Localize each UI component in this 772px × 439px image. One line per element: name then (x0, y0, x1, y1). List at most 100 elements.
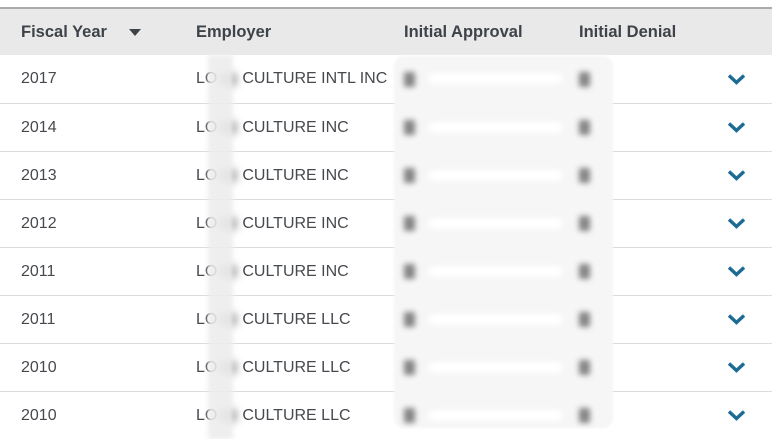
chevron-down-icon[interactable] (727, 122, 746, 133)
redaction-blur-streak (428, 122, 563, 133)
table-row: 2012 LO CULTURE INC (0, 199, 772, 247)
employer-name-prefix: LO (196, 70, 218, 87)
sort-descending-icon[interactable] (128, 28, 141, 36)
redaction-blur-streak (428, 73, 563, 84)
fiscal-year-value: 2013 (21, 166, 57, 184)
fiscal-year-cell: 2011 (0, 263, 196, 281)
initial-approval-redacted-value (404, 408, 415, 423)
initial-denial-redacted-value (579, 312, 590, 327)
fiscal-year-value: 2010 (21, 406, 57, 424)
fiscal-year-value: 2017 (21, 70, 57, 87)
employer-name-suffix: CULTURE INC (242, 262, 349, 280)
fiscal-year-value: 2012 (21, 214, 57, 232)
fiscal-year-cell: 2010 (0, 407, 196, 425)
initial-denial-redacted-value (579, 71, 590, 87)
fiscal-year-value: 2014 (21, 118, 57, 136)
fiscal-year-cell: 2010 (0, 359, 196, 377)
employer-name-suffix: CULTURE INC (242, 118, 349, 136)
initial-approval-redacted-value (404, 264, 415, 279)
table-row: 2010 LO CULTURE LLC (0, 391, 772, 439)
chevron-down-icon[interactable] (727, 410, 746, 421)
employer-name-prefix: LO (196, 262, 218, 280)
initial-denial-redacted-value (579, 120, 590, 135)
employer-cell: LO CULTURE INC (196, 119, 404, 137)
fiscal-year-cell: 2011 (0, 311, 196, 329)
chevron-down-icon[interactable] (727, 170, 746, 181)
employer-cell: LO CULTURE LLC (196, 407, 404, 425)
expand-cell (700, 362, 772, 373)
table-row: 2014 LO CULTURE INC (0, 103, 772, 151)
chevron-down-icon[interactable] (727, 218, 746, 229)
fiscal-year-header-label: Fiscal Year (21, 22, 107, 41)
employer-name-suffix: CULTURE INC (242, 214, 349, 232)
initial-denial-cell (579, 408, 700, 423)
initial-denial-cell (579, 360, 700, 375)
table-row: 2011 LO CULTURE LLC (0, 295, 772, 343)
redaction-blur-streak (428, 362, 563, 373)
column-header-fiscal-year[interactable]: Fiscal Year (0, 23, 196, 42)
initial-approval-redacted-value (404, 312, 415, 327)
initial-denial-cell (579, 216, 700, 231)
redaction-blur-streak (428, 314, 563, 325)
redaction-blur-streak (428, 410, 563, 421)
initial-denial-redacted-value (579, 216, 590, 231)
column-header-initial-approval[interactable]: Initial Approval (404, 23, 579, 42)
initial-denial-redacted-value (579, 360, 590, 375)
fiscal-year-cell: 2013 (0, 167, 196, 185)
column-header-initial-denial[interactable]: Initial Denial (579, 23, 700, 42)
redaction-blur-streak (428, 266, 563, 277)
redaction-blur-streak (428, 170, 563, 181)
expand-cell (700, 170, 772, 181)
initial-denial-cell (579, 120, 700, 135)
employer-header-label: Employer (196, 22, 272, 41)
expand-cell (700, 218, 772, 229)
chevron-down-icon[interactable] (727, 362, 746, 373)
initial-approval-redacted-value (404, 168, 415, 183)
employer-name-prefix: LO (196, 214, 218, 232)
employer-name-suffix: CULTURE INTL INC (242, 70, 388, 87)
table-header-row: Fiscal Year Employer Initial Approval In… (0, 9, 772, 55)
expand-cell (700, 73, 772, 85)
employer-cell: LO CULTURE LLC (196, 359, 404, 377)
initial-approval-redacted-value (404, 120, 415, 135)
chevron-down-icon[interactable] (727, 314, 746, 325)
employer-cell: LO CULTURE INC (196, 215, 404, 233)
employer-redacted-blur (220, 361, 238, 374)
table-row: 2013 LO CULTURE INC (0, 151, 772, 199)
chevron-down-icon[interactable] (727, 73, 746, 85)
employer-name-suffix: CULTURE LLC (242, 310, 351, 328)
initial-denial-cell (579, 264, 700, 279)
expand-cell (700, 266, 772, 277)
employer-cell: LO CULTURE INTL INC (196, 70, 404, 88)
employer-cell: LO CULTURE INC (196, 263, 404, 281)
fiscal-year-value: 2011 (21, 262, 56, 280)
employer-cell: LO CULTURE INC (196, 167, 404, 185)
initial-approval-header-label: Initial Approval (404, 22, 523, 41)
table-row: 2010 LO CULTURE LLC (0, 343, 772, 391)
fiscal-year-value: 2010 (21, 358, 57, 376)
employer-name-prefix: LO (196, 166, 218, 184)
employer-name-suffix: CULTURE LLC (242, 358, 351, 376)
employer-redacted-blur (220, 265, 238, 278)
employer-redacted-blur (220, 169, 238, 182)
initial-denial-redacted-value (579, 264, 590, 279)
fiscal-year-cell: 2014 (0, 119, 196, 137)
column-header-employer[interactable]: Employer (196, 23, 404, 42)
employer-name-prefix: LO (196, 118, 218, 136)
initial-denial-redacted-value (579, 168, 590, 183)
expand-cell (700, 122, 772, 133)
initial-approval-redacted-value (404, 360, 415, 375)
employer-redacted-blur (220, 409, 238, 422)
table-body: 2017 LO CULTURE INTL INC 2014 LO CULTURE… (0, 55, 772, 439)
employer-redacted-blur (220, 217, 238, 230)
fiscal-year-value: 2011 (21, 310, 56, 328)
employer-name-suffix: CULTURE LLC (242, 406, 351, 424)
employer-redacted-blur (220, 313, 238, 326)
initial-denial-cell (579, 168, 700, 183)
initial-approval-redacted-value (404, 71, 415, 87)
initial-denial-cell (579, 312, 700, 327)
initial-denial-redacted-value (579, 408, 590, 423)
chevron-down-icon[interactable] (727, 266, 746, 277)
employer-name-suffix: CULTURE INC (242, 166, 349, 184)
